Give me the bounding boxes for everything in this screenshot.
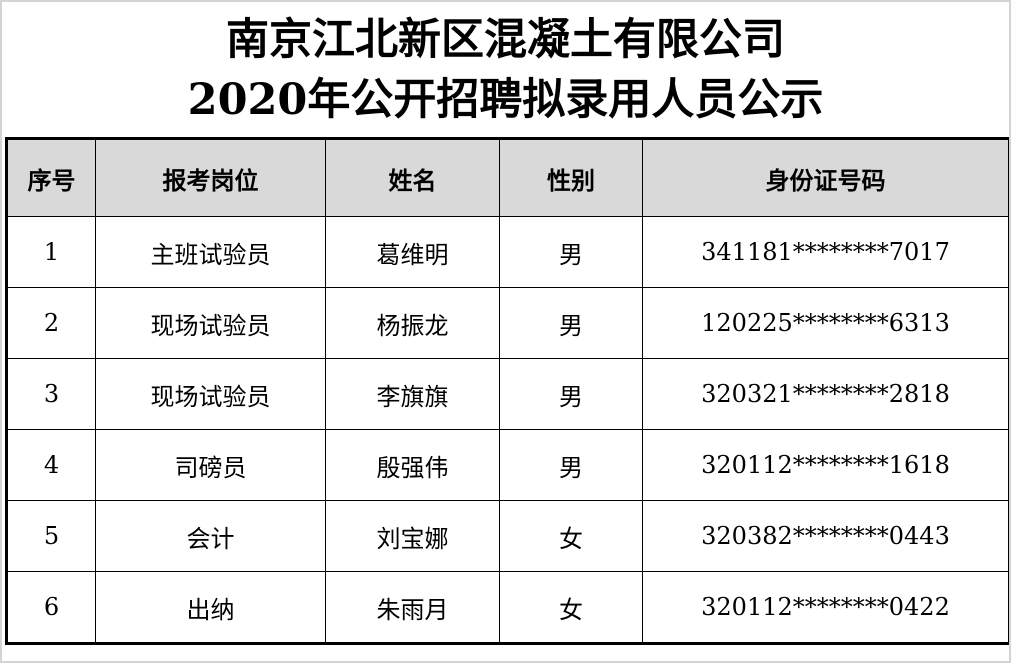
column-header-index: 序号: [6, 138, 96, 217]
cell-id-number: 320112********0422: [642, 571, 1009, 644]
candidate-table: 序号 报考岗位 姓名 性别 身份证号码 1 主班试验员 葛维明男 341181********…: [5, 137, 1009, 645]
cell-id-number: 320112********1618: [642, 429, 1009, 501]
table-row: 1 主班试验员 葛维明男 341181********7017: [6, 216, 1009, 288]
cell-name: 李旗旗: [325, 358, 500, 430]
cell-name: 杨振龙: [325, 287, 500, 359]
cell-gender: 男: [499, 216, 643, 288]
cell-position: 主班试验员: [95, 216, 326, 288]
cell-gender: 男: [499, 287, 643, 359]
cell-name: 刘宝娜: [325, 500, 500, 572]
cell-index: 3: [6, 358, 96, 430]
table-row: 4 司磅员 殷强伟男 320112********1618: [6, 429, 1009, 501]
cell-gender: 男: [499, 429, 643, 501]
page-title: 南京江北新区混凝土有限公司 2020年公开招聘拟录用人员公示: [2, 2, 1009, 130]
cell-index: 4: [6, 429, 96, 501]
cell-id-number: 320321********2818: [642, 358, 1009, 430]
cell-id-number: 120225********6313: [642, 287, 1009, 359]
announcement-subtitle: 2020年公开招聘拟录用人员公示: [187, 75, 824, 125]
cell-index: 6: [6, 571, 96, 644]
cell-position: 司磅员: [95, 429, 326, 501]
table-row: 5 会计 刘宝娜女 320382********0443: [6, 500, 1009, 572]
table-row: 6 出纳 朱雨月女 320112********0422: [6, 571, 1009, 644]
table-row: 3 现场试验员 李旗旗男 320321********2818: [6, 358, 1009, 430]
table-body: 1 主班试验员 葛维明男 341181********7017 2 现场试验员 杨振龙男 12…: [6, 216, 1009, 644]
column-header-position: 报考岗位: [95, 138, 326, 217]
cell-index: 2: [6, 287, 96, 359]
cell-position: 现场试验员: [95, 358, 326, 430]
cell-index: 1: [6, 216, 96, 288]
column-header-gender: 性别: [499, 138, 643, 217]
table-row: 2 现场试验员 杨振龙男 120225********6313: [6, 287, 1009, 359]
cell-gender: 女: [499, 500, 643, 572]
cell-index: 5: [6, 500, 96, 572]
cell-id-number: 320382********0443: [642, 500, 1009, 572]
column-header-id-number: 身份证号码: [642, 138, 1009, 217]
cell-name: 殷强伟: [325, 429, 500, 501]
cell-position: 会计: [95, 500, 326, 572]
cell-position: 现场试验员: [95, 287, 326, 359]
company-title: 南京江北新区混凝土有限公司: [226, 15, 785, 65]
table-header-row: 序号 报考岗位 姓名 性别 身份证号码: [6, 138, 1009, 217]
cell-id-number: 341181********7017: [642, 216, 1009, 288]
cell-name: 朱雨月: [325, 571, 500, 644]
cell-gender: 男: [499, 358, 643, 430]
column-header-name: 姓名: [325, 138, 500, 217]
cell-gender: 女: [499, 571, 643, 644]
cell-name: 葛维明: [325, 216, 500, 288]
cell-position: 出纳: [95, 571, 326, 644]
